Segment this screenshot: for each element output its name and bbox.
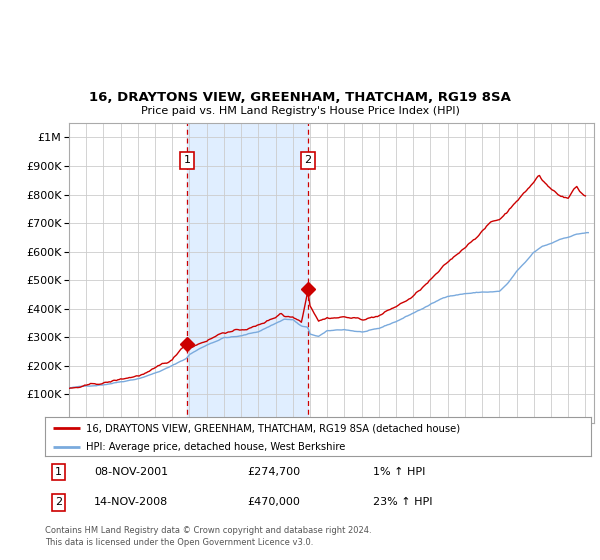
- Text: 08-NOV-2001: 08-NOV-2001: [94, 467, 168, 477]
- Text: 1: 1: [55, 467, 62, 477]
- Text: 23% ↑ HPI: 23% ↑ HPI: [373, 497, 432, 507]
- Text: This data is licensed under the Open Government Licence v3.0.: This data is licensed under the Open Gov…: [45, 538, 313, 547]
- Text: 16, DRAYTONS VIEW, GREENHAM, THATCHAM, RG19 8SA (detached house): 16, DRAYTONS VIEW, GREENHAM, THATCHAM, R…: [86, 423, 460, 433]
- Text: 1% ↑ HPI: 1% ↑ HPI: [373, 467, 425, 477]
- Text: 1: 1: [184, 155, 190, 165]
- Text: 14-NOV-2008: 14-NOV-2008: [94, 497, 169, 507]
- Text: 16, DRAYTONS VIEW, GREENHAM, THATCHAM, RG19 8SA: 16, DRAYTONS VIEW, GREENHAM, THATCHAM, R…: [89, 91, 511, 104]
- Text: Price paid vs. HM Land Registry's House Price Index (HPI): Price paid vs. HM Land Registry's House …: [140, 106, 460, 116]
- Text: Contains HM Land Registry data © Crown copyright and database right 2024.: Contains HM Land Registry data © Crown c…: [45, 526, 371, 535]
- Text: £470,000: £470,000: [247, 497, 300, 507]
- Text: HPI: Average price, detached house, West Berkshire: HPI: Average price, detached house, West…: [86, 442, 346, 451]
- Text: £274,700: £274,700: [247, 467, 300, 477]
- Text: 2: 2: [304, 155, 311, 165]
- Text: 2: 2: [55, 497, 62, 507]
- Bar: [187, 123, 308, 423]
